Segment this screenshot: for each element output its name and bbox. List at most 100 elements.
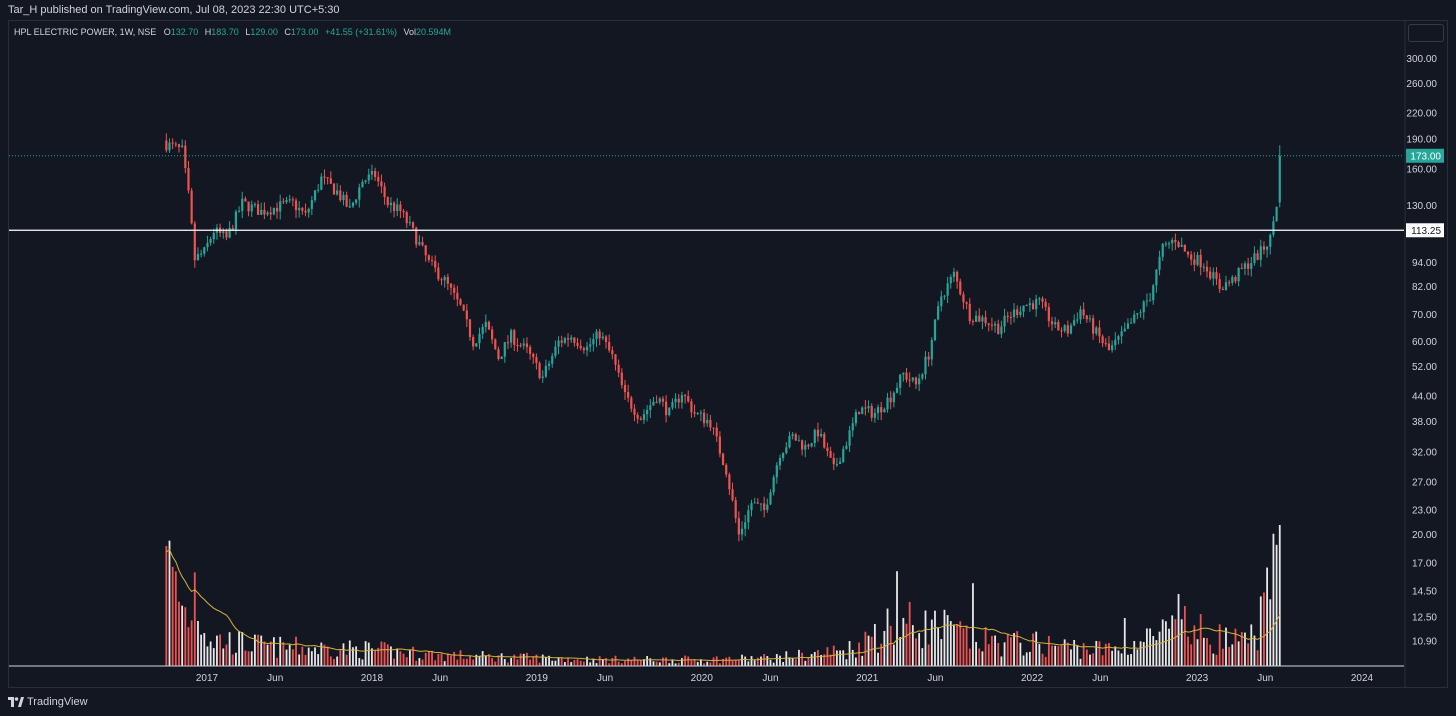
price-tick-label: 17.00 bbox=[1412, 559, 1437, 570]
volume-bar bbox=[987, 644, 990, 666]
candle bbox=[1126, 318, 1130, 329]
candle bbox=[959, 278, 962, 296]
candle bbox=[1190, 251, 1193, 266]
volume-bar bbox=[877, 652, 879, 666]
volume-bar bbox=[769, 659, 772, 666]
price-scale-button[interactable] bbox=[1408, 24, 1444, 42]
candle bbox=[462, 304, 465, 312]
candle bbox=[323, 169, 326, 185]
candle bbox=[1085, 314, 1088, 323]
volume-bar bbox=[693, 659, 696, 666]
candle bbox=[753, 497, 756, 504]
volume-bar bbox=[1240, 632, 1243, 666]
volume-bar bbox=[171, 566, 174, 666]
candle bbox=[332, 182, 336, 195]
volume-bar bbox=[681, 658, 683, 666]
volume-bar bbox=[927, 644, 930, 666]
candle bbox=[1152, 283, 1155, 305]
candle bbox=[639, 416, 642, 421]
candle bbox=[437, 262, 440, 282]
volume-bar bbox=[304, 654, 307, 666]
volume-bar bbox=[763, 654, 766, 666]
candle bbox=[627, 384, 630, 403]
candle bbox=[336, 183, 339, 196]
candle bbox=[247, 201, 250, 217]
candle bbox=[677, 393, 680, 409]
candle bbox=[617, 359, 620, 378]
volume-bar bbox=[1187, 636, 1189, 666]
candle bbox=[914, 376, 918, 390]
candle bbox=[842, 445, 845, 464]
candle bbox=[832, 452, 835, 471]
volume-bar bbox=[1269, 599, 1272, 666]
candle bbox=[601, 332, 604, 341]
volume-bar bbox=[728, 656, 731, 666]
volume-bar bbox=[440, 653, 443, 666]
volume-bar bbox=[934, 610, 936, 666]
last-price-tag: 173.00 bbox=[1406, 148, 1444, 163]
volume-bar bbox=[991, 635, 993, 666]
candle bbox=[728, 472, 731, 495]
volume-bar bbox=[570, 662, 573, 666]
volume-bar bbox=[197, 621, 199, 666]
volume-bar bbox=[899, 637, 902, 666]
volume-bar bbox=[1139, 641, 1142, 666]
candle bbox=[968, 298, 971, 325]
volume-bar bbox=[269, 641, 272, 666]
candle bbox=[1145, 293, 1149, 307]
candle bbox=[756, 498, 759, 504]
candle bbox=[168, 138, 171, 153]
chart-frame bbox=[8, 20, 1448, 688]
candle bbox=[930, 337, 933, 366]
volume-bar bbox=[595, 663, 598, 666]
candle bbox=[693, 404, 696, 418]
volume-bar bbox=[367, 642, 370, 666]
volume-bar bbox=[978, 648, 981, 666]
volume-bar bbox=[829, 654, 832, 666]
candle bbox=[791, 431, 794, 440]
candle bbox=[279, 194, 282, 220]
candle bbox=[541, 370, 544, 383]
time-tick-label: 2023 bbox=[1186, 673, 1209, 684]
candle bbox=[1031, 300, 1035, 310]
volume-bar bbox=[1047, 635, 1050, 666]
volume-bar bbox=[892, 644, 895, 666]
volume-bar bbox=[253, 634, 256, 666]
candle bbox=[525, 337, 529, 354]
candle bbox=[747, 505, 750, 530]
candle bbox=[937, 301, 940, 321]
candle bbox=[364, 179, 367, 184]
volume-bar bbox=[709, 662, 712, 666]
volume-bar bbox=[1066, 642, 1069, 666]
legend-high-label: H bbox=[204, 27, 212, 37]
candle bbox=[282, 198, 285, 205]
candle bbox=[652, 396, 655, 406]
candle bbox=[1038, 296, 1041, 305]
volume-bar bbox=[225, 644, 228, 666]
volume-bar bbox=[272, 637, 275, 666]
volume-bar bbox=[563, 662, 566, 666]
volume-bar bbox=[260, 635, 263, 666]
tradingview-logo-icon[interactable] bbox=[8, 697, 24, 707]
volume-bar bbox=[1009, 637, 1012, 666]
volume-bar bbox=[677, 662, 680, 666]
volume-bar bbox=[1225, 627, 1227, 666]
volume-bar bbox=[630, 660, 633, 666]
volume-bar bbox=[665, 657, 668, 666]
candle bbox=[1044, 298, 1047, 311]
volume-bar bbox=[174, 571, 177, 666]
volume-bar bbox=[791, 658, 794, 666]
candle bbox=[807, 443, 810, 450]
volume-bar bbox=[924, 610, 927, 666]
candle bbox=[510, 328, 513, 348]
candle bbox=[1158, 250, 1161, 276]
price-tick-label: 260.00 bbox=[1406, 79, 1437, 90]
candle bbox=[1095, 325, 1098, 336]
volume-bar bbox=[1253, 635, 1256, 666]
candle bbox=[633, 404, 636, 422]
volume-bar bbox=[722, 658, 724, 666]
candle bbox=[1025, 304, 1028, 307]
publisher-line: Tar_H published on TradingView.com, Jul … bbox=[0, 0, 1456, 20]
candle bbox=[1212, 267, 1215, 286]
